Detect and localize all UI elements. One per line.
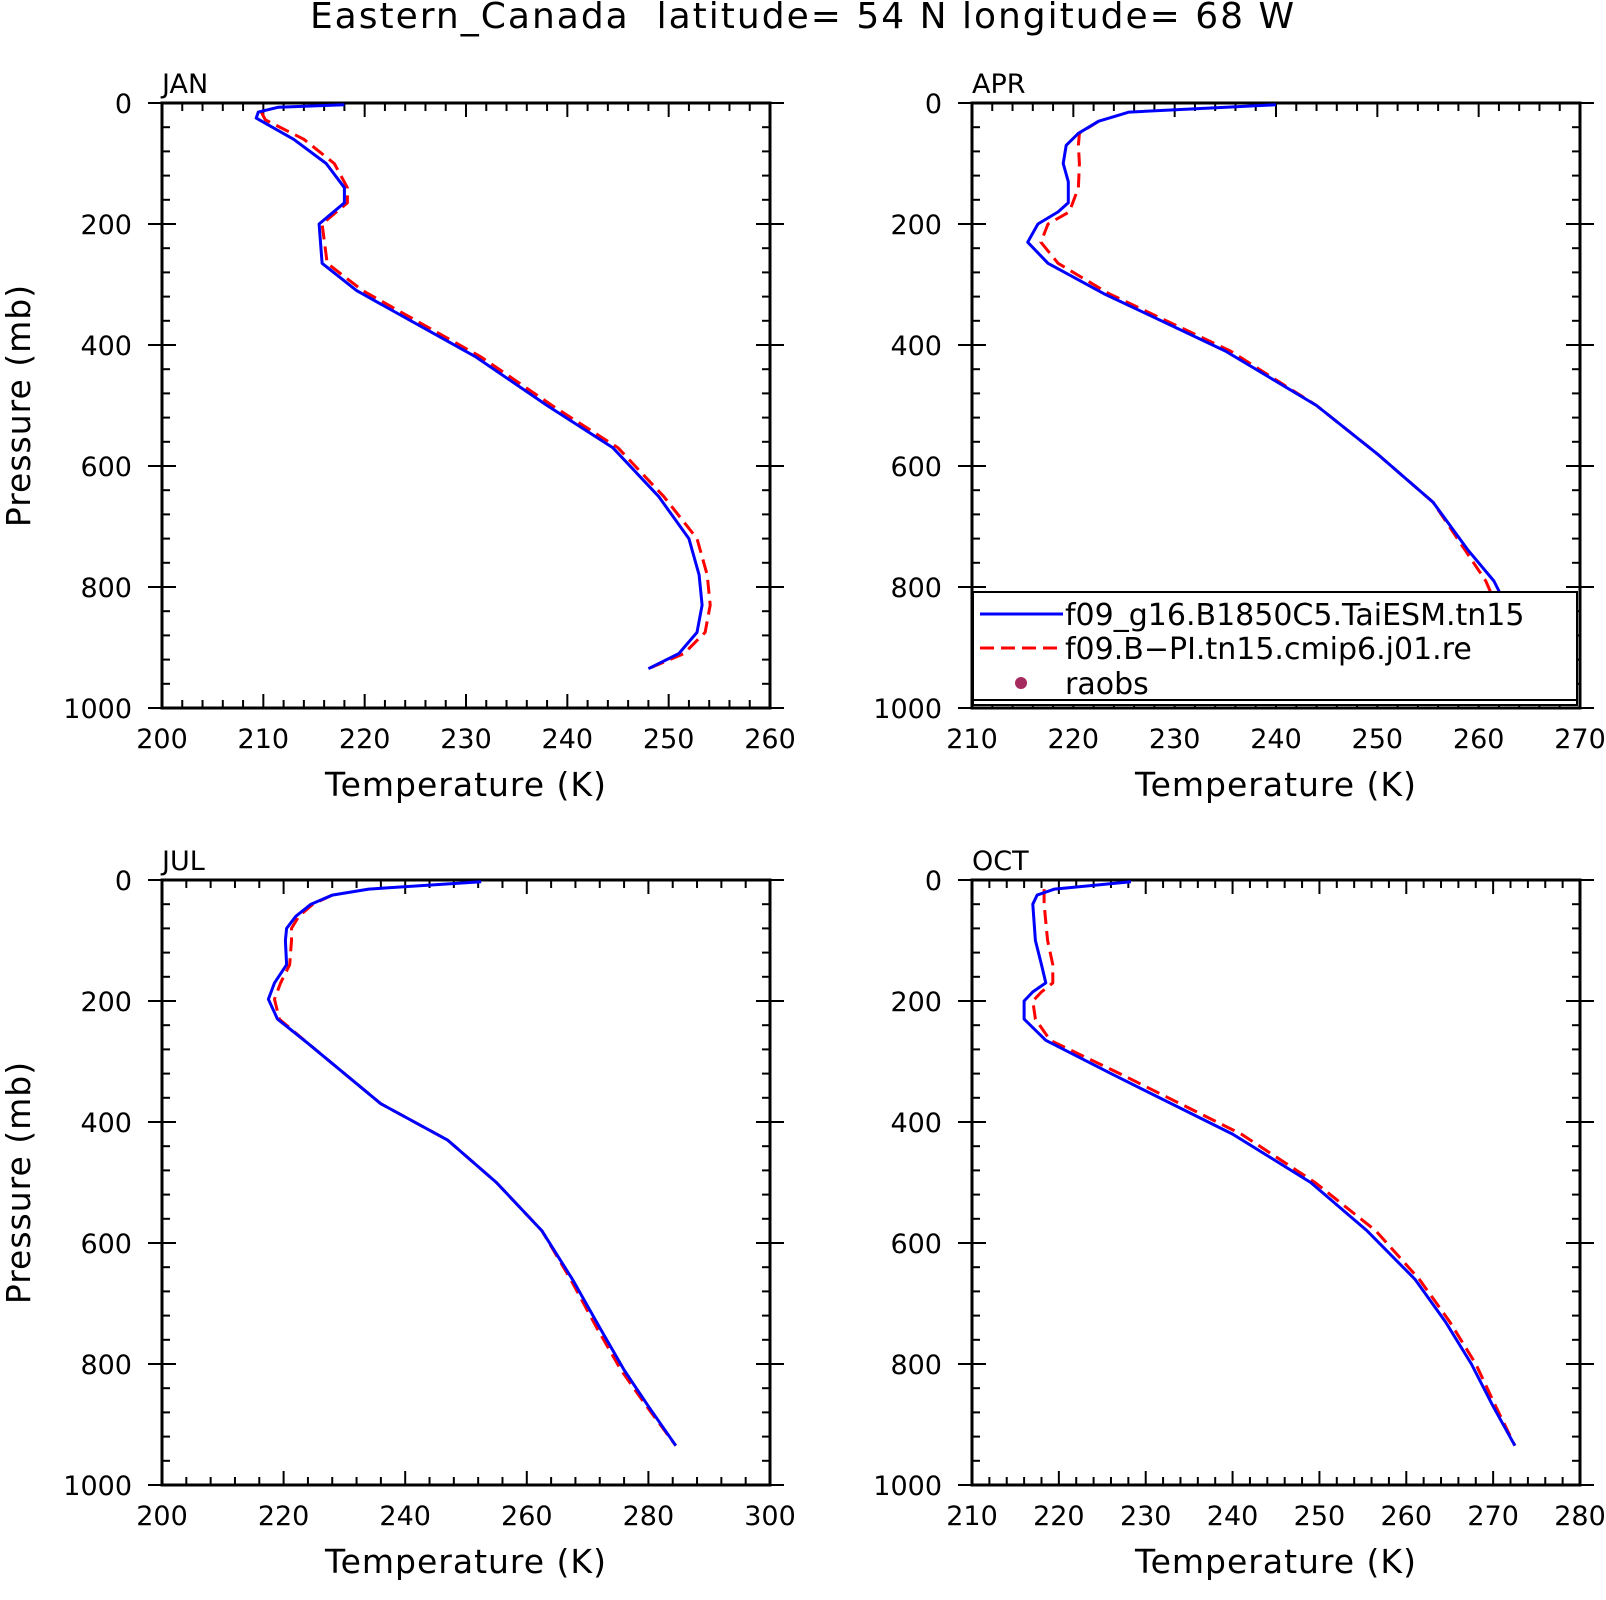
- x-tick-label: 220: [1048, 724, 1100, 755]
- y-tick-label: 200: [890, 210, 942, 241]
- y-tick-label: 600: [890, 1229, 942, 1260]
- y-tick-label: 400: [890, 331, 942, 362]
- x-tick-label: 200: [136, 724, 188, 755]
- x-tick-label: 230: [1149, 724, 1201, 755]
- plot-frame: [160, 878, 772, 1487]
- legend-marker-raobs: [1015, 677, 1027, 689]
- x-tick-label: 260: [501, 1501, 553, 1532]
- x-axis-label: Temperature (K): [1134, 765, 1417, 804]
- legend-label: f09.B−PI.tn15.cmip6.j01.re: [1065, 632, 1472, 667]
- y-tick-label: 0: [925, 866, 942, 897]
- panel-label: JAN: [160, 69, 208, 100]
- y-axis-label: Pressure (mb): [0, 284, 38, 527]
- x-tick-label: 250: [1352, 724, 1404, 755]
- x-tick-label: 270: [1467, 1501, 1519, 1532]
- panel-oct: OCT 210 220 230 240 250 260 270 280 0 200 400 600 800…: [873, 846, 1605, 1581]
- x-tick-label: 250: [1294, 1501, 1346, 1532]
- y-tick-label: 600: [890, 452, 942, 483]
- y-tick-label: 200: [80, 210, 132, 241]
- y-tick-label: 1000: [873, 1471, 942, 1502]
- x-tick-label: 220: [339, 724, 391, 755]
- x-tick-label: 260: [744, 724, 796, 755]
- legend-label: f09_g16.B1850C5.TaiESM.tn15: [1065, 598, 1524, 633]
- y-tick-label: 400: [80, 331, 132, 362]
- legend: f09_g16.B1850C5.TaiESM.tn15f09.B−PI.tn15…: [972, 591, 1578, 706]
- legend-label: raobs: [1065, 667, 1149, 702]
- legend-box: [972, 591, 1578, 706]
- y-tick-label: 800: [890, 1350, 942, 1381]
- x-tick-label: 200: [136, 1501, 188, 1532]
- x-tick-label: 280: [623, 1501, 675, 1532]
- plot-frame: [160, 101, 772, 710]
- y-tick-label: 400: [890, 1108, 942, 1139]
- x-tick-label: 210: [238, 724, 290, 755]
- x-axis-label: Temperature (K): [1134, 1542, 1417, 1581]
- series-line-cmip6: [259, 111, 712, 671]
- x-tick-label: 250: [643, 724, 695, 755]
- y-tick-label: 0: [925, 89, 942, 120]
- series-line-taiesm: [1022, 880, 1517, 1447]
- y-tick-label: 1000: [63, 1471, 132, 1502]
- x-tick-label: 240: [1250, 724, 1302, 755]
- x-tick-label: 230: [440, 724, 492, 755]
- y-tick-label: 600: [80, 1229, 132, 1260]
- plot-frame: [970, 878, 1582, 1487]
- y-tick-label: 1000: [63, 694, 132, 725]
- y-tick-label: 800: [80, 1350, 132, 1381]
- x-tick-label: 240: [1207, 1501, 1259, 1532]
- x-tick-label: 260: [1453, 724, 1505, 755]
- y-tick-label: 200: [890, 987, 942, 1018]
- y-tick-label: 200: [80, 987, 132, 1018]
- x-tick-label: 220: [1033, 1501, 1085, 1532]
- series-line-taiesm: [1026, 103, 1551, 673]
- y-tick-label: 400: [80, 1108, 132, 1139]
- panel-jul: JUL 200 220 240 260 280 300 0 200 400 600 800 1000 Te…: [0, 846, 796, 1581]
- panel-label: APR: [972, 69, 1026, 100]
- y-tick-label: 600: [80, 452, 132, 483]
- x-tick-label: 300: [744, 1501, 796, 1532]
- x-tick-label: 260: [1381, 1501, 1433, 1532]
- x-tick-label: 210: [946, 1501, 998, 1532]
- y-axis-label: Pressure (mb): [0, 1061, 38, 1304]
- x-axis-label: Temperature (K): [324, 1542, 607, 1581]
- x-tick-label: 210: [946, 724, 998, 755]
- series-line-taiesm: [266, 880, 678, 1447]
- y-tick-label: 800: [80, 573, 132, 604]
- panel-jan: JAN 200 210 220 230 240 250 260 0 200 400 600 800 100…: [0, 69, 796, 804]
- series-line-cmip6: [1031, 889, 1517, 1447]
- panel-label: JUL: [160, 846, 205, 877]
- panel-label: OCT: [972, 846, 1029, 877]
- x-tick-label: 230: [1120, 1501, 1172, 1532]
- y-tick-label: 800: [890, 573, 942, 604]
- y-tick-label: 1000: [873, 694, 942, 725]
- series-line-taiesm: [254, 103, 704, 671]
- y-tick-label: 0: [115, 866, 132, 897]
- series-line-cmip6: [273, 893, 678, 1447]
- x-axis-label: Temperature (K): [324, 765, 607, 804]
- x-tick-label: 280: [1554, 1501, 1606, 1532]
- x-tick-label: 240: [542, 724, 594, 755]
- x-tick-label: 240: [379, 1501, 431, 1532]
- figure-title: Eastern_Canada latitude= 54 N longitude=…: [310, 0, 1296, 37]
- x-tick-label: 270: [1554, 724, 1606, 755]
- series-line-cmip6: [1039, 119, 1538, 673]
- y-tick-label: 0: [115, 89, 132, 120]
- x-tick-label: 220: [258, 1501, 310, 1532]
